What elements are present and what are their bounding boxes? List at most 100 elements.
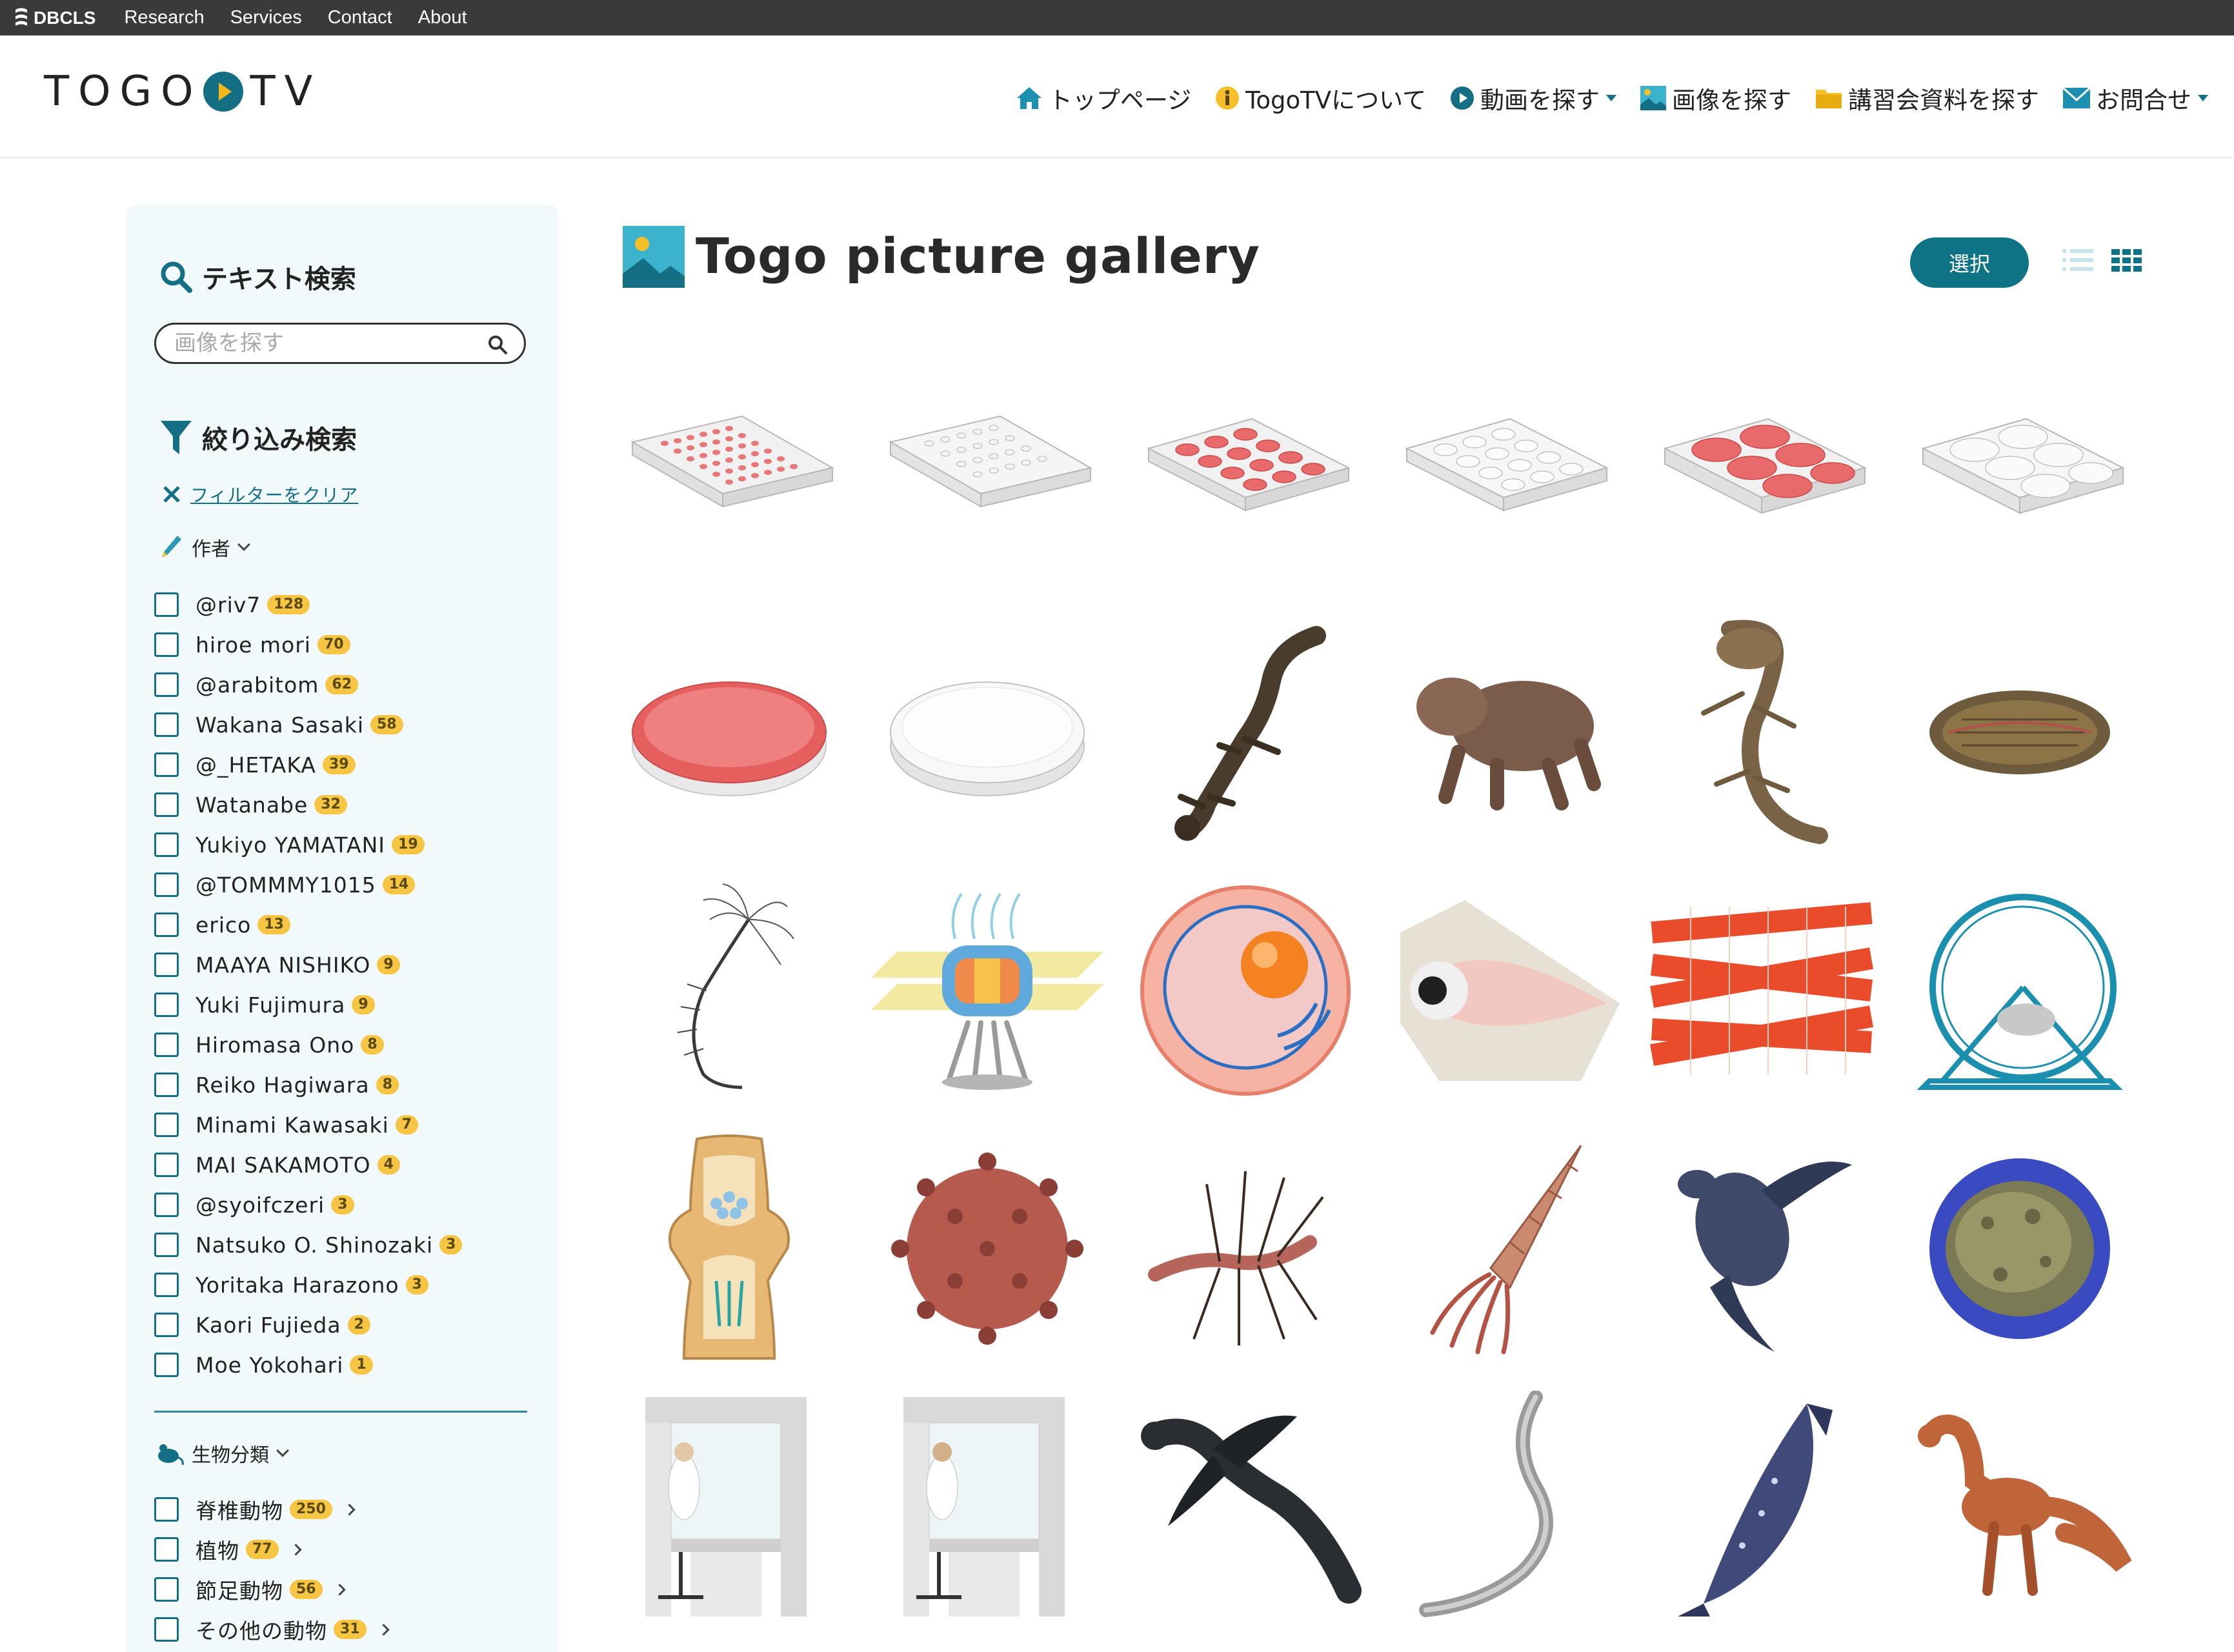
- filter-checkbox[interactable]: [154, 1193, 179, 1217]
- taxon-filter-item[interactable]: その他の動物 31: [154, 1609, 390, 1649]
- filter-checkbox[interactable]: [154, 1313, 179, 1337]
- author-filter-item[interactable]: Natsuko O. Shinozaki 3: [154, 1225, 463, 1265]
- filter-checkbox[interactable]: [154, 912, 179, 937]
- dbcls-logo[interactable]: DBCLS: [14, 7, 96, 29]
- topbar-link-research[interactable]: Research: [124, 7, 205, 28]
- filter-checkbox[interactable]: [154, 1577, 179, 1602]
- filter-checkbox[interactable]: [154, 1032, 179, 1057]
- search-icon[interactable]: [487, 334, 508, 356]
- gallery-item[interactable]: [1897, 1387, 2142, 1626]
- clear-filter-link[interactable]: フィルターをクリア: [162, 481, 358, 507]
- filter-checkbox[interactable]: [154, 632, 179, 657]
- filter-checkbox[interactable]: [154, 752, 179, 777]
- filter-checkbox[interactable]: [154, 872, 179, 897]
- filter-checkbox[interactable]: [154, 1617, 179, 1642]
- list-view-icon[interactable]: [2062, 248, 2093, 275]
- filter-checkbox[interactable]: [154, 1073, 179, 1097]
- chevron-right-icon[interactable]: [343, 1503, 356, 1516]
- taxon-filter-item[interactable]: 植物 77: [154, 1529, 388, 1569]
- author-filter-item[interactable]: @arabitom 62: [154, 665, 462, 705]
- gallery-item[interactable]: [865, 1129, 1110, 1368]
- topbar-link-contact[interactable]: Contact: [327, 7, 392, 28]
- filter-checkbox[interactable]: [154, 1497, 179, 1522]
- gallery-item[interactable]: [865, 1387, 1110, 1626]
- gallery-item[interactable]: [1897, 355, 2142, 594]
- gallery-item[interactable]: [1897, 1129, 2142, 1368]
- search-input[interactable]: [174, 330, 471, 357]
- gallery-item[interactable]: [607, 355, 852, 594]
- author-filter-item[interactable]: @syoifczeri 3: [154, 1185, 462, 1225]
- gallery-item[interactable]: [865, 871, 1110, 1110]
- filter-checkbox[interactable]: [154, 592, 179, 617]
- gallery-item[interactable]: [1123, 613, 1368, 852]
- author-filter-item[interactable]: Yuki Fujimura 9: [154, 985, 462, 1025]
- nav-find-images[interactable]: 画像を探す: [1640, 81, 1791, 116]
- author-filter-item[interactable]: @_HETAKA 39: [154, 745, 462, 785]
- gallery-item[interactable]: [865, 613, 1110, 852]
- author-filter-item[interactable]: Minami Kawasaki 7: [154, 1105, 462, 1145]
- gallery-item[interactable]: [1381, 871, 1626, 1110]
- filter-checkbox[interactable]: [154, 712, 179, 737]
- author-filter-item[interactable]: Reiko Hagiwara 8: [154, 1065, 462, 1105]
- gallery-item[interactable]: [1639, 355, 1884, 594]
- author-group-toggle[interactable]: 作者: [159, 533, 250, 561]
- chevron-right-icon[interactable]: [333, 1583, 346, 1596]
- gallery-item[interactable]: [1123, 1129, 1368, 1368]
- nav-about-togotv[interactable]: TogoTVについて: [1214, 81, 1426, 116]
- gallery-item[interactable]: [1381, 613, 1626, 852]
- gallery-item[interactable]: [1123, 871, 1368, 1110]
- author-filter-item[interactable]: Watanabe 32: [154, 785, 462, 825]
- gallery-item[interactable]: [1897, 613, 2142, 852]
- filter-checkbox[interactable]: [154, 1153, 179, 1177]
- author-filter-item[interactable]: @TOMMMY1015 14: [154, 865, 462, 905]
- gallery-item[interactable]: [1897, 871, 2142, 1110]
- author-filter-item[interactable]: hiroe mori 70: [154, 625, 462, 665]
- gallery-item[interactable]: [607, 1387, 852, 1626]
- filter-checkbox[interactable]: [154, 792, 179, 817]
- chevron-right-icon[interactable]: [377, 1623, 390, 1636]
- author-filter-item[interactable]: Yukiyo YAMATANI 19: [154, 825, 462, 865]
- gallery-item[interactable]: [607, 1129, 852, 1368]
- author-filter-item[interactable]: Yoritaka Harazono 3: [154, 1265, 462, 1305]
- gallery-item[interactable]: [865, 355, 1110, 594]
- gallery-item[interactable]: [1381, 1129, 1626, 1368]
- author-filter-item[interactable]: Kaori Fujieda 2: [154, 1305, 462, 1345]
- nav-contact[interactable]: お問合せ: [2062, 81, 2208, 116]
- author-filter-item[interactable]: MAAYA NISHIKO 9: [154, 945, 462, 985]
- taxon-filter-item[interactable]: 節足動物 56: [154, 1569, 388, 1609]
- gallery-item[interactable]: [1381, 1387, 1626, 1626]
- filter-checkbox[interactable]: [154, 1273, 179, 1297]
- topbar-link-services[interactable]: Services: [230, 7, 302, 28]
- gallery-item[interactable]: [607, 613, 852, 852]
- author-filter-item[interactable]: @riv7 128: [154, 585, 462, 625]
- chevron-right-icon[interactable]: [289, 1543, 302, 1556]
- filter-checkbox[interactable]: [154, 1537, 179, 1562]
- filter-checkbox[interactable]: [154, 832, 179, 857]
- nav-find-materials[interactable]: 講習会資料を探す: [1815, 81, 2039, 116]
- author-filter-item[interactable]: Moe Yokohari 1: [154, 1345, 462, 1385]
- filter-checkbox[interactable]: [154, 672, 179, 697]
- grid-view-icon[interactable]: [2111, 249, 2142, 275]
- taxon-filter-item[interactable]: 脊椎動物 250: [154, 1489, 388, 1529]
- filter-checkbox[interactable]: [154, 1353, 179, 1377]
- select-button[interactable]: 選択: [1910, 237, 2029, 288]
- gallery-item[interactable]: [1639, 871, 1884, 1110]
- topbar-link-about[interactable]: About: [418, 7, 467, 28]
- author-filter-item[interactable]: Wakana Sasaki 58: [154, 705, 462, 745]
- filter-checkbox[interactable]: [154, 992, 179, 1017]
- gallery-item[interactable]: [1123, 1387, 1368, 1626]
- author-filter-item[interactable]: Hiromasa Ono 8: [154, 1025, 462, 1065]
- gallery-item[interactable]: [1639, 1129, 1884, 1368]
- togotv-logo[interactable]: TOGO TV: [44, 68, 321, 116]
- author-filter-item[interactable]: MAI SAKAMOTO 4: [154, 1145, 462, 1185]
- filter-checkbox[interactable]: [154, 1233, 179, 1257]
- gallery-item[interactable]: [607, 871, 852, 1110]
- nav-top-page[interactable]: トップページ: [1015, 81, 1191, 116]
- nav-find-videos[interactable]: 動画を探す: [1449, 81, 1616, 116]
- gallery-item[interactable]: [1639, 1387, 1884, 1626]
- filter-checkbox[interactable]: [154, 1113, 179, 1137]
- gallery-item[interactable]: [1123, 355, 1368, 594]
- gallery-item[interactable]: [1381, 355, 1626, 594]
- author-filter-item[interactable]: erico 13: [154, 905, 462, 945]
- filter-checkbox[interactable]: [154, 952, 179, 977]
